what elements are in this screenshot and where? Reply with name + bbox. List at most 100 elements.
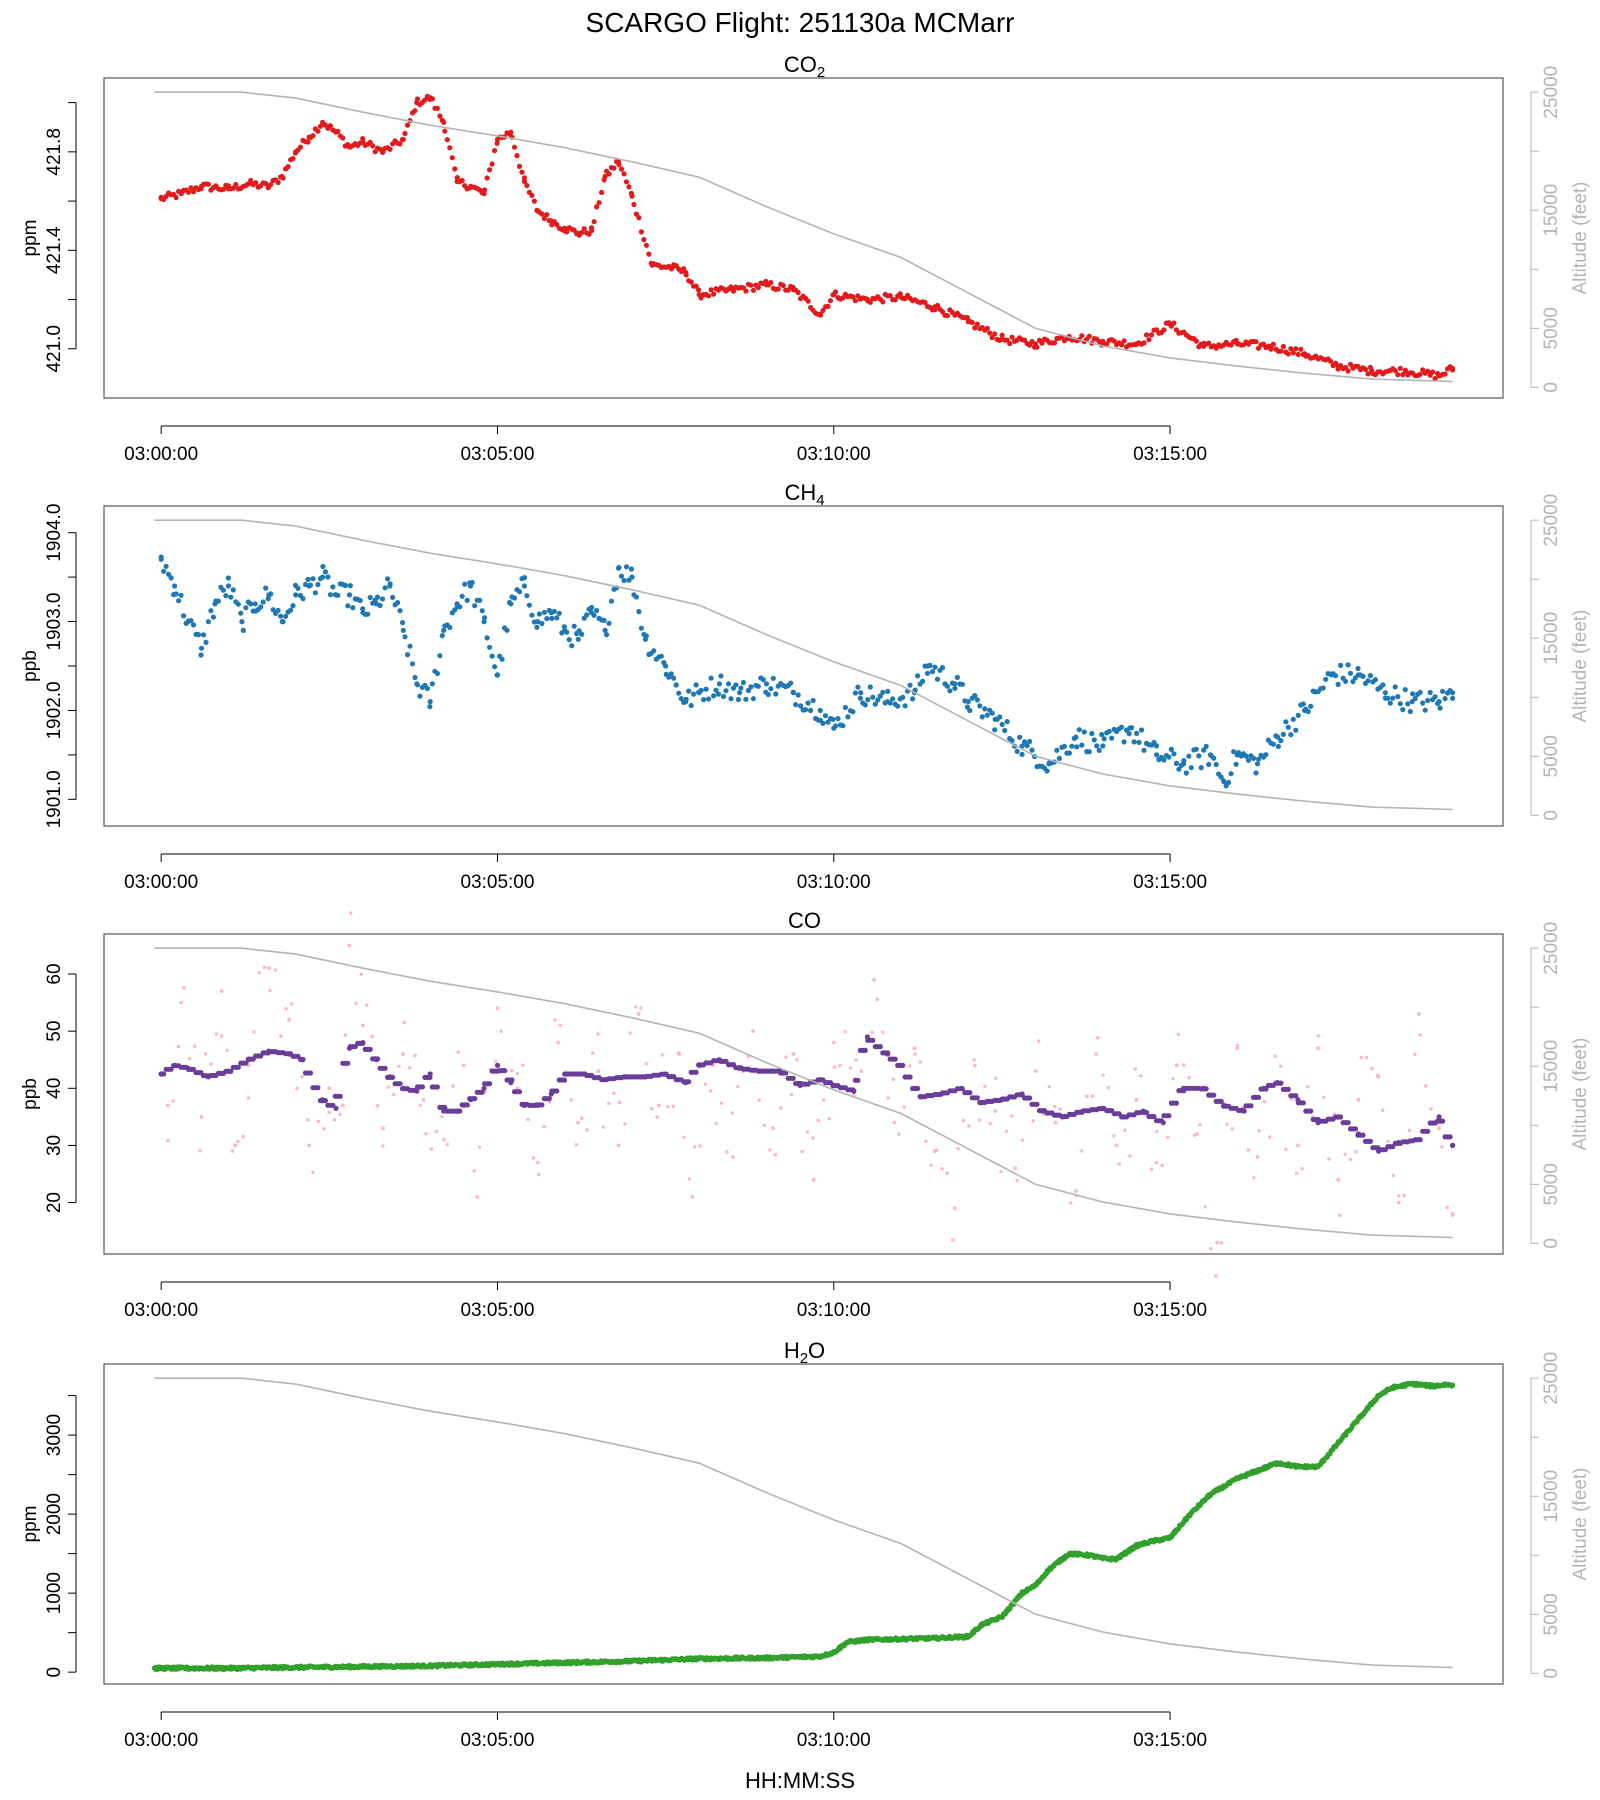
data-point: [929, 1163, 933, 1168]
data-point: [848, 1066, 853, 1070]
data-point: [561, 624, 567, 630]
data-point: [370, 143, 376, 149]
y-tick-label: 421.8: [44, 128, 65, 176]
data-point: [962, 698, 968, 704]
data-point: [838, 1063, 842, 1068]
series-ch4: [158, 554, 1456, 789]
data-point: [345, 1060, 351, 1066]
plot-frame: [103, 77, 1504, 399]
data-point: [816, 1118, 821, 1123]
data-point: [623, 564, 630, 570]
data-point: [367, 594, 373, 601]
data-point: [1425, 368, 1431, 374]
data-point: [546, 607, 552, 614]
data-point: [681, 266, 687, 272]
data-point: [967, 1124, 971, 1128]
data-point: [945, 1171, 950, 1175]
data-point: [1365, 678, 1371, 684]
data-point: [1029, 339, 1035, 345]
data-point: [300, 1075, 305, 1079]
data-point: [387, 581, 393, 587]
data-point: [516, 589, 523, 595]
data-point: [179, 1000, 184, 1005]
y-tick-label: 60: [44, 963, 65, 984]
data-point: [1203, 1086, 1209, 1092]
data-point: [993, 1109, 998, 1113]
data-point: [461, 1063, 466, 1068]
data-point: [987, 330, 993, 336]
data-point: [1305, 1085, 1310, 1089]
data-point: [870, 1037, 876, 1043]
data-point: [335, 128, 341, 134]
data-point: [832, 723, 839, 729]
data-point: [612, 1091, 616, 1096]
data-point: [1134, 730, 1140, 737]
data-point: [939, 665, 946, 671]
data-point: [536, 611, 543, 617]
data-point: [658, 653, 664, 659]
data-point: [494, 1062, 501, 1068]
data-point: [1053, 1104, 1057, 1109]
data-point: [880, 689, 886, 695]
altitude-line: [154, 1377, 1453, 1669]
data-point: [1278, 1080, 1284, 1086]
data-point: [608, 598, 615, 604]
data-point: [539, 1102, 545, 1108]
altitude-line: [154, 519, 1453, 811]
data-point: [220, 186, 226, 192]
data-point: [397, 141, 403, 147]
data-point: [666, 1105, 670, 1109]
data-point: [1117, 1162, 1122, 1166]
data-point: [862, 1047, 868, 1053]
data-point: [346, 592, 353, 598]
data-point: [982, 706, 988, 712]
data-point: [534, 624, 540, 630]
data-point: [628, 566, 635, 572]
data-point: [385, 576, 391, 582]
y2-tick-label: 0: [1541, 382, 1562, 393]
data-point: [1300, 1166, 1304, 1171]
x-tick-label: 03:05:00: [460, 1300, 534, 1321]
data-point: [1350, 678, 1356, 685]
data-point: [668, 266, 674, 272]
y-tick-label: 50: [44, 1021, 65, 1042]
data-point: [872, 977, 876, 982]
data-point: [288, 607, 294, 613]
data-point: [515, 1071, 520, 1076]
data-point: [310, 133, 316, 139]
data-point: [1293, 727, 1299, 733]
data-point: [283, 613, 289, 619]
data-point: [773, 691, 779, 697]
data-point: [1345, 1120, 1351, 1126]
data-point: [1074, 744, 1080, 750]
data-point: [655, 1115, 659, 1119]
data-point: [400, 627, 406, 634]
data-point: [713, 687, 719, 693]
data-point: [1397, 701, 1403, 707]
data-point: [1327, 1157, 1331, 1161]
data-point: [1352, 1126, 1359, 1132]
data-point: [927, 662, 933, 669]
data-point: [910, 696, 916, 702]
data-point: [1345, 662, 1351, 668]
y2-axis-label: Altitude (feet): [1570, 1468, 1591, 1581]
data-point: [375, 1103, 380, 1108]
data-point: [408, 1065, 412, 1070]
data-point: [678, 696, 684, 702]
x-tick-label: 03:05:00: [460, 872, 534, 893]
y-tick-label: 1902.0: [44, 681, 65, 739]
data-point: [510, 1068, 514, 1073]
data-point: [1343, 678, 1349, 685]
data-point: [1141, 340, 1147, 346]
data-point: [1253, 770, 1259, 776]
data-point: [738, 685, 744, 691]
data-point: [1122, 1128, 1127, 1132]
data-point: [668, 671, 674, 677]
data-point: [795, 692, 801, 698]
y-axis-label: ppb: [20, 1078, 41, 1110]
data-point: [1031, 1119, 1036, 1123]
data-point: [337, 1093, 343, 1099]
data-point: [750, 696, 757, 702]
data-point: [477, 1145, 482, 1149]
data-point: [1106, 1085, 1111, 1090]
